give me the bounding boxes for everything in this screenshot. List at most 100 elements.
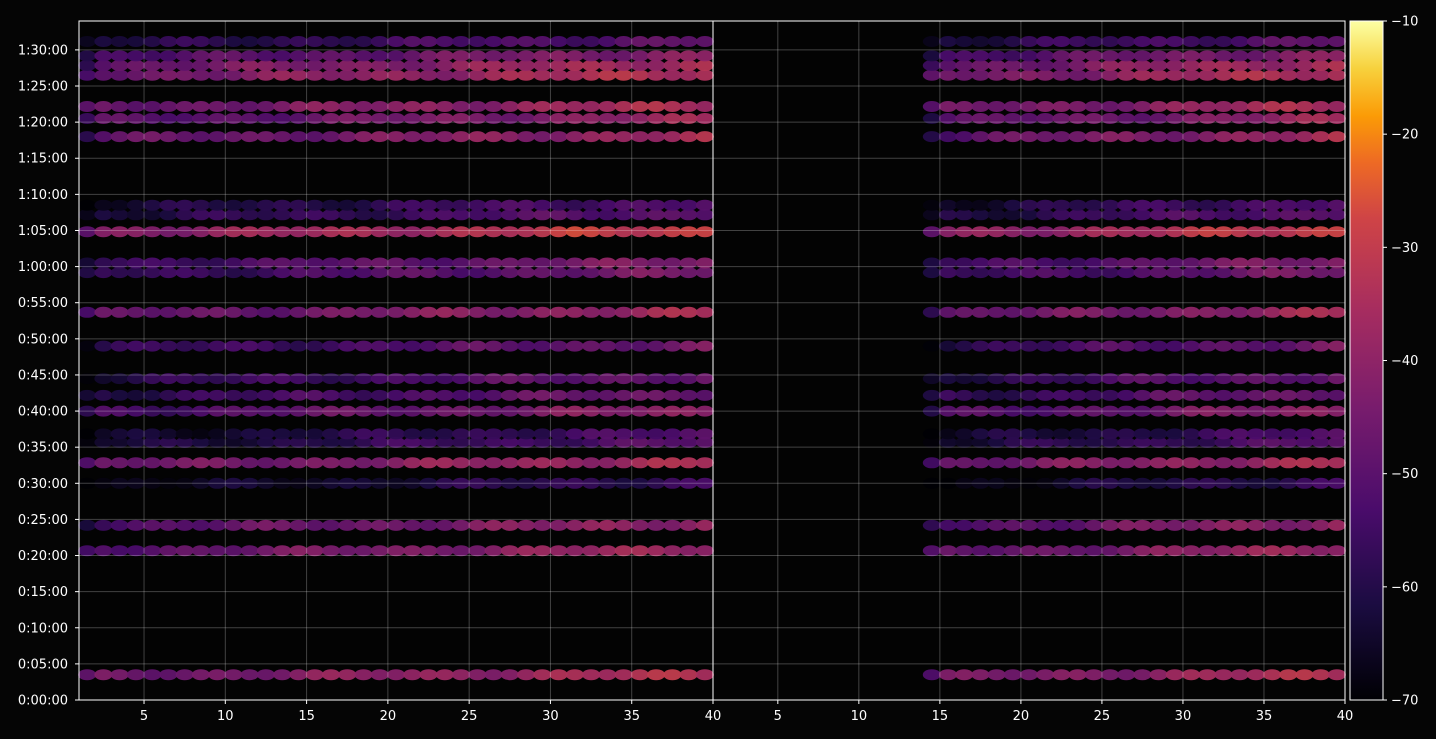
heatmap-cell bbox=[1246, 50, 1265, 62]
heatmap-cell bbox=[1003, 267, 1022, 279]
heatmap-cell bbox=[582, 60, 601, 71]
heatmap-cell bbox=[354, 36, 373, 47]
heatmap-cell bbox=[500, 669, 519, 681]
heatmap-cell bbox=[1198, 428, 1217, 440]
heatmap-cell bbox=[159, 428, 178, 440]
heatmap-cell bbox=[452, 209, 470, 221]
y-tick-label: 1:15:00 bbox=[18, 152, 68, 167]
heatmap-cell bbox=[273, 113, 292, 124]
heatmap-cell bbox=[208, 36, 227, 47]
heatmap-cell bbox=[1149, 267, 1168, 279]
heatmap-cell bbox=[338, 405, 357, 417]
heatmap-cell bbox=[305, 257, 324, 269]
colorbar-tick-label: −20 bbox=[1391, 128, 1418, 143]
heatmap-cell bbox=[955, 519, 974, 531]
heatmap-cell bbox=[1117, 457, 1136, 469]
heatmap-cell bbox=[468, 457, 487, 469]
heatmap-cell bbox=[533, 50, 552, 62]
x-tick-label: 25 bbox=[461, 709, 478, 724]
heatmap-cell bbox=[143, 60, 162, 71]
heatmap-cell bbox=[78, 669, 97, 681]
heatmap-cell bbox=[354, 267, 373, 279]
heatmap-cell bbox=[1327, 340, 1346, 352]
heatmap-cell bbox=[1279, 405, 1298, 417]
heatmap-cell bbox=[1003, 389, 1022, 401]
heatmap-cell bbox=[143, 545, 162, 557]
heatmap-cell bbox=[630, 36, 649, 47]
heatmap-cell bbox=[484, 405, 503, 417]
heatmap-cell bbox=[517, 545, 536, 557]
heatmap-cell bbox=[1327, 113, 1346, 124]
heatmap-cell bbox=[955, 60, 974, 71]
heatmap-cell bbox=[922, 669, 941, 681]
heatmap-cell bbox=[939, 519, 957, 531]
heatmap-cell bbox=[1246, 226, 1265, 238]
colorbar-tick-label: −30 bbox=[1391, 241, 1418, 256]
heatmap-cell bbox=[435, 113, 454, 124]
heatmap-cell bbox=[338, 340, 357, 352]
heatmap-cell bbox=[1198, 267, 1217, 279]
heatmap-cell bbox=[338, 519, 357, 531]
heatmap-cell bbox=[630, 428, 649, 440]
heatmap-cell bbox=[435, 306, 454, 318]
heatmap-cell bbox=[435, 60, 454, 71]
heatmap-cell bbox=[452, 60, 470, 71]
heatmap-cell bbox=[78, 306, 97, 318]
heatmap-cell bbox=[419, 36, 438, 47]
heatmap-cell bbox=[256, 257, 275, 269]
heatmap-cell bbox=[1149, 36, 1168, 47]
heatmap-cell bbox=[695, 340, 714, 352]
heatmap-cell bbox=[354, 405, 373, 417]
heatmap-cell bbox=[208, 457, 227, 469]
heatmap-cell bbox=[175, 389, 194, 401]
heatmap-cell bbox=[240, 131, 259, 143]
heatmap-cell bbox=[1214, 209, 1233, 221]
heatmap-cell bbox=[224, 340, 243, 352]
heatmap-cell bbox=[1246, 36, 1265, 47]
heatmap-cell bbox=[500, 131, 519, 143]
heatmap-cell bbox=[1165, 306, 1184, 318]
heatmap-cell bbox=[1165, 405, 1184, 417]
heatmap-cell bbox=[419, 101, 438, 112]
heatmap-cell bbox=[517, 199, 536, 211]
heatmap-cell bbox=[1263, 306, 1282, 318]
heatmap-cell bbox=[305, 267, 324, 279]
heatmap-cell bbox=[273, 519, 292, 531]
heatmap-cell bbox=[1198, 209, 1217, 221]
heatmap-cell bbox=[94, 131, 113, 143]
heatmap-cell bbox=[517, 69, 536, 81]
heatmap-cell bbox=[240, 69, 259, 81]
heatmap-cell bbox=[1133, 477, 1152, 489]
heatmap-cell bbox=[435, 405, 454, 417]
heatmap-cell bbox=[1133, 519, 1152, 531]
heatmap-cell bbox=[273, 373, 292, 385]
heatmap-cell bbox=[1311, 519, 1330, 531]
heatmap-cell bbox=[582, 209, 601, 221]
heatmap-cell bbox=[143, 36, 162, 47]
heatmap-cell bbox=[419, 113, 438, 124]
heatmap-cell bbox=[1003, 373, 1022, 385]
heatmap-cell bbox=[1101, 36, 1119, 47]
heatmap-cell bbox=[126, 405, 145, 417]
heatmap-cell bbox=[338, 306, 357, 318]
heatmap-cell bbox=[1327, 428, 1346, 440]
heatmap-cell bbox=[208, 669, 227, 681]
heatmap-cell bbox=[273, 60, 292, 71]
heatmap-cell bbox=[256, 226, 275, 238]
heatmap-cell bbox=[614, 101, 633, 112]
heatmap-cell bbox=[549, 101, 568, 112]
heatmap-cell bbox=[224, 477, 243, 489]
heatmap-cell bbox=[565, 373, 584, 385]
heatmap-cell bbox=[971, 389, 990, 401]
heatmap-cell bbox=[1279, 60, 1298, 71]
heatmap-cell bbox=[1068, 60, 1087, 71]
heatmap-cell bbox=[240, 519, 259, 531]
heatmap-cell bbox=[273, 69, 292, 81]
heatmap-cell bbox=[403, 60, 422, 71]
heatmap-cell bbox=[403, 373, 422, 385]
heatmap-cell bbox=[679, 306, 698, 318]
heatmap-cell bbox=[1311, 306, 1330, 318]
y-tick-label: 0:25:00 bbox=[18, 513, 68, 528]
heatmap-cell bbox=[695, 199, 714, 211]
heatmap-cell bbox=[533, 306, 552, 318]
